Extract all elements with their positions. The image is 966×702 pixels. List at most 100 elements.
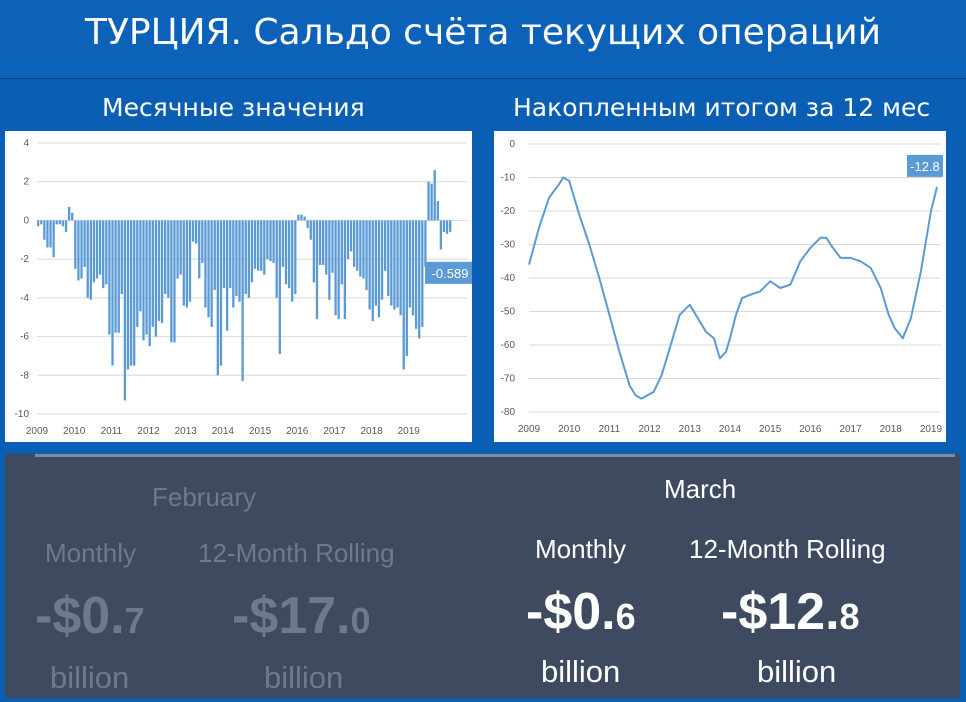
bar <box>43 220 46 240</box>
bar <box>390 220 393 306</box>
monthly-bar-chart: 4 2 0 -2 -4 -6 -8 -10 2009 2010 2011 2012 2013 2014 20… <box>15 138 472 437</box>
bar <box>167 220 170 298</box>
bar <box>442 220 446 233</box>
bar-x-tick-label: 2010 <box>63 426 86 437</box>
line-x-tick-label: 2012 <box>638 424 661 435</box>
bar <box>95 220 99 279</box>
bar <box>340 220 343 285</box>
bar <box>120 220 123 294</box>
line-x-tick-label: 2015 <box>759 424 782 435</box>
bar <box>312 220 316 283</box>
bar <box>387 220 390 296</box>
bar <box>371 220 374 322</box>
line-y-tick-label: -30 <box>501 240 516 251</box>
bar <box>411 220 415 316</box>
bar <box>284 220 288 285</box>
march-rolling-unit: billion <box>757 654 837 689</box>
bar <box>294 220 297 294</box>
bar-x-tick-label: 2011 <box>101 426 123 437</box>
february-monthly-value: -$0.7 <box>35 586 145 646</box>
bar <box>188 220 192 302</box>
bar <box>164 220 167 294</box>
bar <box>331 220 334 273</box>
bar <box>300 214 303 221</box>
bar <box>55 220 58 225</box>
march-rolling-value-main: -$12. <box>721 583 840 641</box>
bar-x-tick-label: 2014 <box>212 426 235 437</box>
february-monthly-header: Monthly <box>45 538 137 568</box>
bar <box>269 220 272 262</box>
bar <box>210 220 213 327</box>
february-rolling-unit: billion <box>264 660 344 695</box>
bar <box>145 220 148 335</box>
bar <box>402 220 405 370</box>
bar <box>67 206 71 221</box>
february-rolling-header: 12-Month Rolling <box>198 538 395 568</box>
march-monthly-header: Monthly <box>535 534 627 564</box>
bar <box>436 201 439 221</box>
bar-y-tick-label: -10 <box>15 409 30 420</box>
bar <box>105 220 108 285</box>
line-x-tick-label: 2013 <box>679 424 702 435</box>
title-bar: ТУРЦИЯ. Сальдо счёта текущих операций <box>0 0 966 79</box>
march-rolling-value-decimal: 8 <box>839 596 860 637</box>
bar <box>266 220 269 260</box>
bar <box>216 220 220 376</box>
line-x-tick-label: 2009 <box>518 424 541 435</box>
bar <box>80 220 83 279</box>
bar <box>213 220 216 291</box>
bar <box>325 220 328 275</box>
bar <box>173 220 176 343</box>
bar <box>272 220 275 264</box>
line-last-value-box <box>906 154 943 177</box>
bar <box>74 220 77 269</box>
bar <box>303 216 306 221</box>
bar <box>83 220 86 267</box>
bar <box>201 220 204 264</box>
line-y-tick-label: -50 <box>501 307 516 318</box>
bar <box>86 220 89 298</box>
bar <box>349 220 353 252</box>
line-last-value-label: -12.8 <box>910 159 940 174</box>
line-x-tick-label: 2019 <box>920 424 943 435</box>
bar <box>439 220 443 250</box>
line-x-tick-label: 2016 <box>799 424 822 435</box>
bar <box>418 220 421 339</box>
bar <box>309 220 312 240</box>
line-x-tick-label: 2014 <box>719 424 742 435</box>
bar <box>219 220 223 366</box>
bar <box>179 220 182 275</box>
bar <box>421 220 424 327</box>
march-monthly-unit: billion <box>541 654 621 689</box>
bar <box>445 220 449 234</box>
bar <box>393 220 396 310</box>
bar <box>359 220 362 277</box>
bar <box>238 220 241 302</box>
bar <box>154 220 158 337</box>
line-x-tick-label: 2011 <box>599 424 621 435</box>
summary-top-divider <box>35 454 955 457</box>
bar <box>430 183 433 221</box>
bar <box>98 220 102 275</box>
bar <box>129 220 133 366</box>
bar <box>297 214 300 221</box>
bar-y-tick-label: -8 <box>20 370 29 381</box>
bar-x-tick-label: 2018 <box>360 426 383 437</box>
bar <box>449 220 452 232</box>
bar-y-tick-label: 2 <box>23 177 29 188</box>
bar <box>142 220 145 341</box>
bar <box>139 220 142 312</box>
bar <box>287 220 291 289</box>
bar <box>52 220 55 258</box>
bar <box>405 220 408 356</box>
bar <box>291 220 294 302</box>
line-x-tick-label: 2010 <box>558 424 581 435</box>
bar <box>92 220 96 283</box>
bar <box>198 220 201 279</box>
bar <box>49 220 52 248</box>
bar-last-value-label: -0.589 <box>432 266 469 281</box>
bar <box>408 220 412 308</box>
bar-y-tick-label: -6 <box>20 332 29 343</box>
bar <box>61 220 65 227</box>
